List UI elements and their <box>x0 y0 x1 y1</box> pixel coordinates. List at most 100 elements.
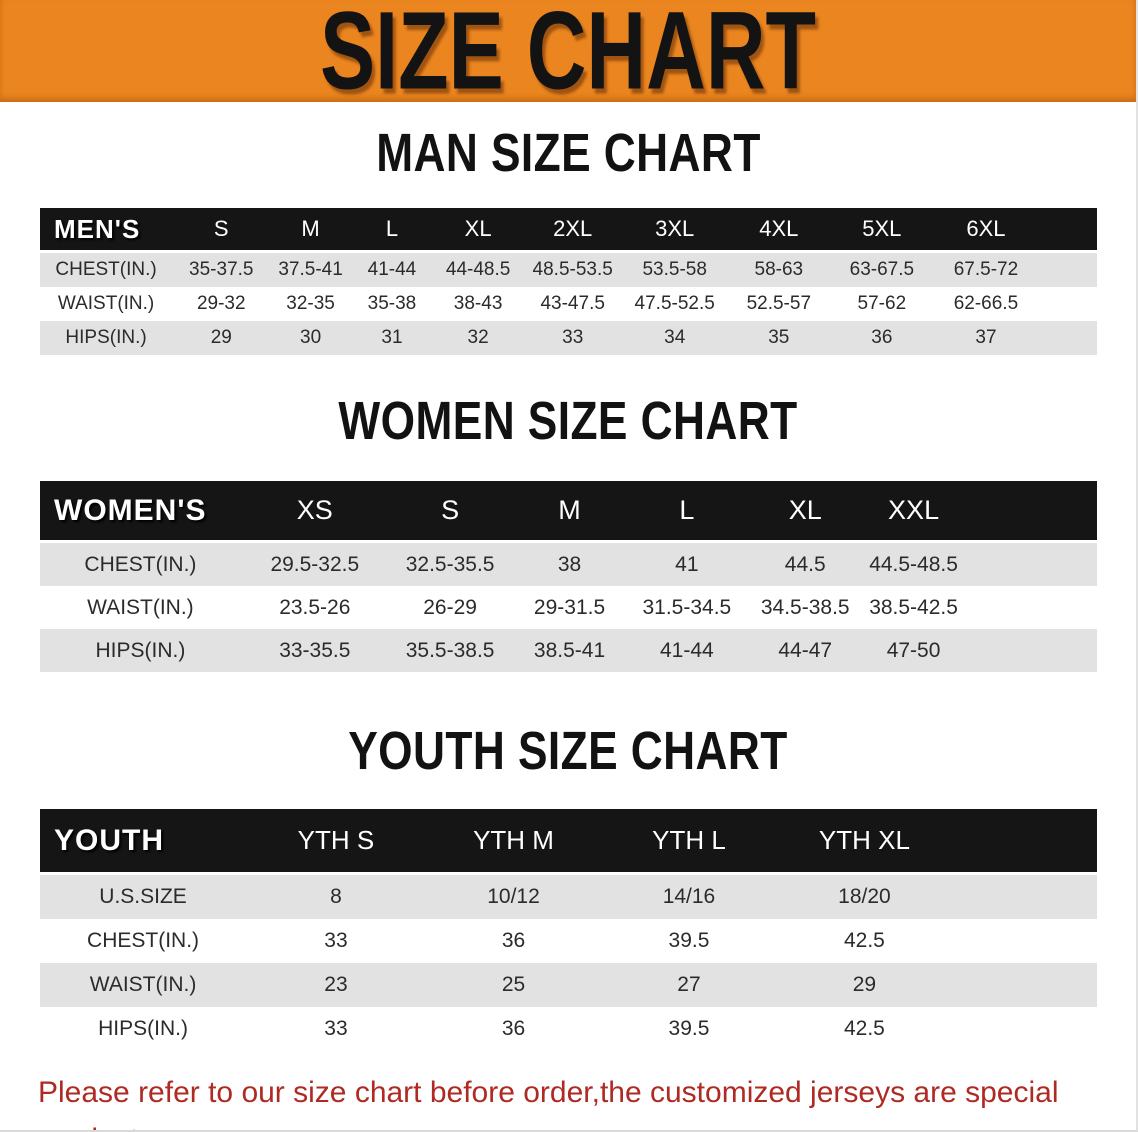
value-cell: 33 <box>324 1017 348 1040</box>
value-cell: 30 <box>300 327 322 348</box>
measurement-row: CHEST(IN.) 33 36 39.5 42.5 <box>40 919 1097 963</box>
size-column-header: YTH S <box>246 809 426 875</box>
spacer-cell <box>1039 253 1097 287</box>
size-column-header: YTH M <box>425 809 602 875</box>
value-cell: 10/12 <box>487 885 540 908</box>
size-column-header: L <box>350 208 434 253</box>
size-column-header: 2XL <box>523 208 623 253</box>
value-cell: 36 <box>871 327 893 348</box>
spacer-cell <box>1038 208 1097 253</box>
value-cell: 42.5 <box>843 929 885 952</box>
size-column-header: XL <box>746 481 865 543</box>
banner-title: SIZE CHART <box>319 0 817 113</box>
size-column-header: XL <box>433 208 524 253</box>
value-cell: 33-35.5 <box>279 638 351 662</box>
value-cell: 58-63 <box>754 259 804 280</box>
measurement-row: CHEST(IN.) 29.5-32.5 32.5-35.5 38 41 44.5 44.5… <box>40 543 1097 586</box>
spacer-cell <box>963 586 1097 629</box>
measurement-row: CHEST(IN.) 35-37.5 37.5-41 41-44 44-48.5 48.5… <box>40 253 1097 287</box>
size-column-header: YTH XL <box>776 809 953 875</box>
spacer-cell <box>952 1007 1097 1051</box>
value-cell: 39.5 <box>668 1017 710 1040</box>
row-label-cell: WAIST(IN.) <box>87 595 194 619</box>
value-cell: 32 <box>467 327 489 348</box>
value-cell: 33 <box>562 327 584 348</box>
value-cell: 62-66.5 <box>953 293 1019 314</box>
size-column-header: YTH L <box>601 809 777 875</box>
value-cell: 35.5-38.5 <box>405 638 495 662</box>
spacer-cell <box>963 543 1097 586</box>
value-cell: 29-32 <box>196 293 246 314</box>
size-column-header: 5XL <box>830 208 934 253</box>
value-cell: 47-50 <box>886 638 941 662</box>
man-section-heading-text: MAN SIZE CHART <box>375 123 761 183</box>
youth-size-table: YOUTH YTH S YTH M YTH L YTH XL U.S.SIZE 8 10/12… <box>40 809 1097 1051</box>
value-cell: 8 <box>330 885 342 908</box>
size-column-header: 3XL <box>622 208 728 253</box>
row-label-cell: WAIST(IN.) <box>89 973 197 996</box>
women-section-heading: WOMEN SIZE CHART <box>0 391 1136 459</box>
value-cell: 41 <box>675 552 699 576</box>
value-cell: 25 <box>501 973 526 996</box>
value-cell: 37 <box>975 327 997 348</box>
measurement-row: HIPS(IN.) 29 30 31 32 33 34 35 36 37 <box>40 321 1097 355</box>
women-section-heading-text: WOMEN SIZE CHART <box>338 391 798 451</box>
size-column-header: 4XL <box>727 208 831 253</box>
value-cell: 23 <box>324 973 348 996</box>
size-column-header: L <box>627 481 747 543</box>
measurement-row: WAIST(IN.) 23.5-26 26-29 29-31.5 31.5-34.5 34… <box>40 586 1097 629</box>
value-cell: 31 <box>381 327 403 348</box>
size-column-header: M <box>511 481 628 543</box>
measurement-row: HIPS(IN.) 33-35.5 35.5-38.5 38.5-41 41-44 44-… <box>40 629 1097 672</box>
value-cell: 43-47.5 <box>540 293 605 314</box>
group-label-cell: MEN'S <box>40 208 173 253</box>
value-cell: 44.5-48.5 <box>869 552 958 576</box>
value-cell: 27 <box>677 973 701 996</box>
value-cell: 37.5-41 <box>278 259 343 280</box>
size-column-header: 6XL <box>933 208 1039 253</box>
value-cell: 52.5-57 <box>746 293 812 314</box>
row-label-cell: HIPS(IN.) <box>95 638 186 662</box>
size-column-header: M <box>270 208 351 253</box>
measurement-row: WAIST(IN.) 29-32 32-35 35-38 38-43 43-47.5 47.… <box>40 287 1097 321</box>
size-column-header: S <box>388 481 512 543</box>
value-cell: 35-37.5 <box>189 259 254 280</box>
spacer-cell <box>963 629 1097 672</box>
value-cell: 35-38 <box>367 293 417 314</box>
value-cell: 18/20 <box>838 885 891 908</box>
value-cell: 38 <box>557 552 582 576</box>
row-label-cell: CHEST(IN.) <box>84 552 197 576</box>
value-cell: 38.5-42.5 <box>869 595 958 619</box>
value-cell: 41-44 <box>367 259 417 280</box>
row-label-cell: HIPS(IN.) <box>98 1017 188 1040</box>
size-column-header: S <box>172 208 271 253</box>
row-label-cell: CHEST(IN.) <box>55 259 157 280</box>
women-size-table: WOMEN'S XS S M L XL XXL CHEST(IN.) 29.5-32.5 32.5… <box>40 481 1097 672</box>
youth-section-heading: YOUTH SIZE CHART <box>0 721 1136 789</box>
value-cell: 29.5-32.5 <box>270 552 360 576</box>
value-cell: 32-35 <box>286 293 335 314</box>
value-cell: 41-44 <box>660 638 714 662</box>
value-cell: 38-43 <box>453 293 503 314</box>
disclaimer: Please refer to our size chart before or… <box>38 1069 1136 1130</box>
spacer-cell <box>952 809 1097 875</box>
man-section-heading: MAN SIZE CHART <box>0 123 1136 191</box>
value-cell: 23.5-26 <box>279 595 351 619</box>
disclaimer-line: Please refer to our size chart before or… <box>38 1076 1059 1130</box>
value-cell: 47.5-52.5 <box>634 293 715 314</box>
measurement-row: U.S.SIZE 8 10/12 14/16 18/20 <box>40 875 1097 919</box>
value-cell: 63-67.5 <box>849 259 915 280</box>
value-cell: 48.5-53.5 <box>532 259 613 280</box>
group-label-cell: YOUTH <box>40 809 247 875</box>
row-label-cell: U.S.SIZE <box>99 885 187 908</box>
value-cell: 42.5 <box>843 1017 885 1040</box>
size-column-header: XS <box>240 481 389 543</box>
value-cell: 36 <box>501 1017 526 1040</box>
value-cell: 53.5-58 <box>642 259 707 280</box>
value-cell: 36 <box>501 929 526 952</box>
measurement-row: HIPS(IN.) 33 36 39.5 42.5 <box>40 1007 1097 1051</box>
youth-section-heading-text: YOUTH SIZE CHART <box>348 721 788 781</box>
value-cell: 26-29 <box>423 595 477 619</box>
value-cell: 34.5-38.5 <box>760 595 850 619</box>
value-cell: 57-62 <box>857 293 907 314</box>
